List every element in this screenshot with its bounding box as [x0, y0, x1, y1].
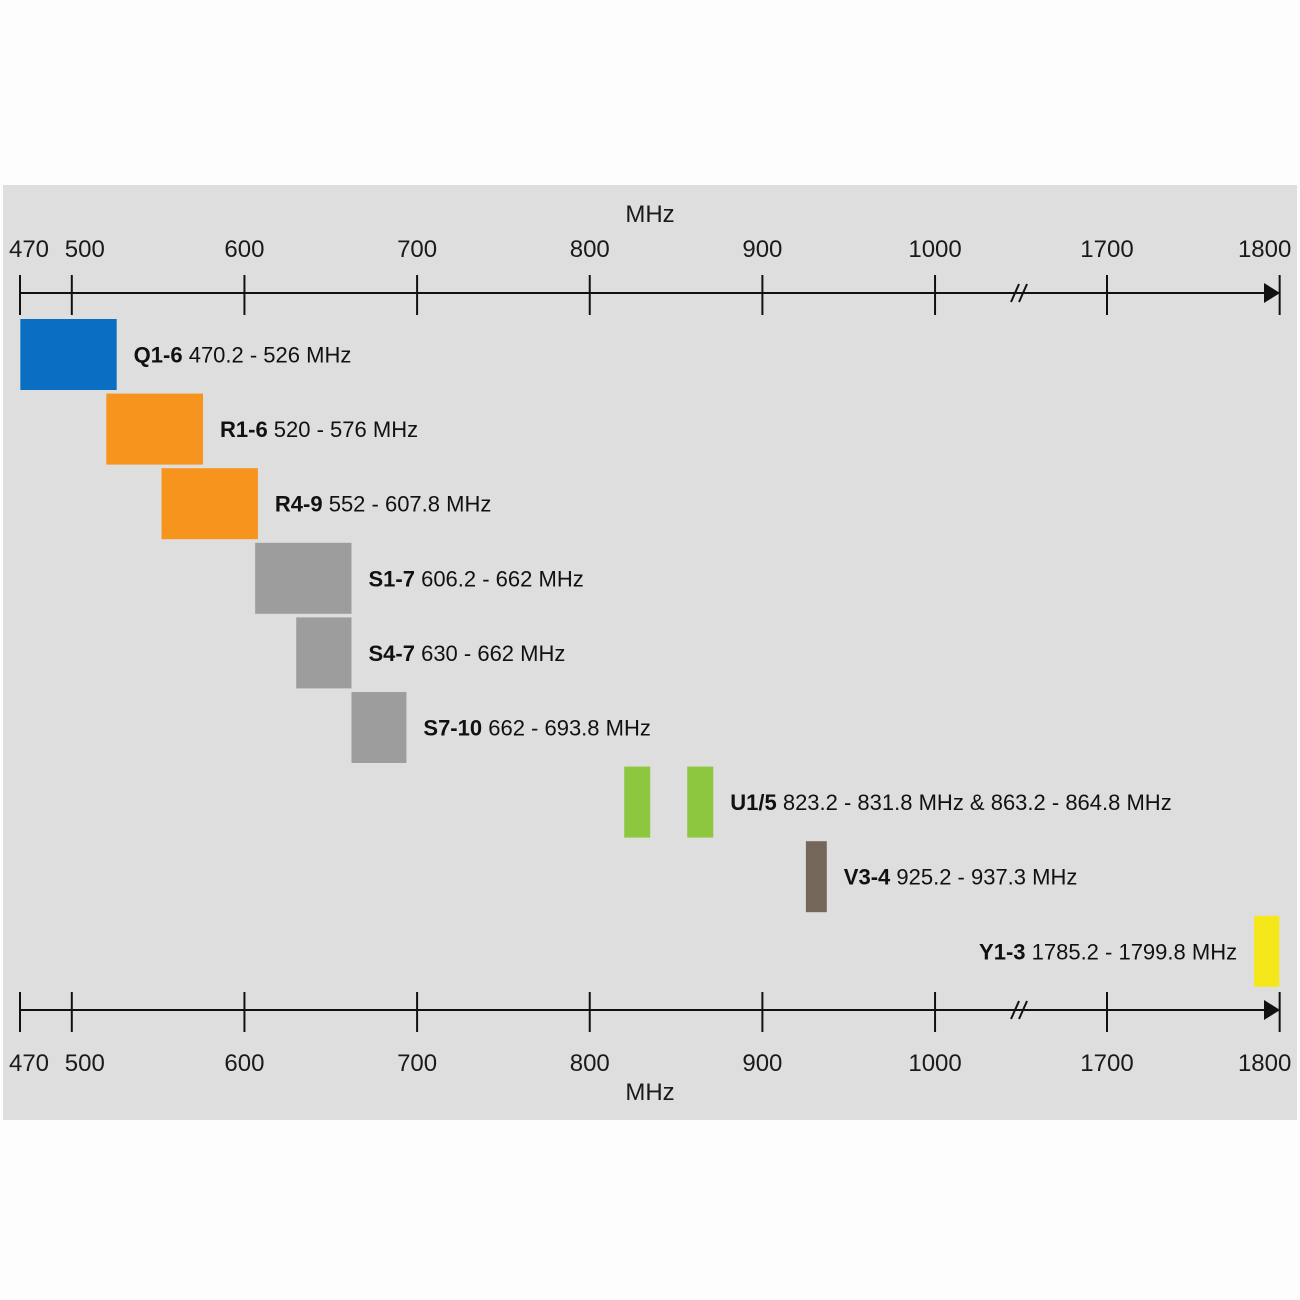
band-range: 630 - 662 MHz: [421, 641, 565, 666]
band-u1-5: U1/5 823.2 - 831.8 MHz & 863.2 - 864.8 M…: [624, 766, 1172, 838]
tick-label-top: 700: [397, 236, 437, 263]
band-r4-9: R4-9 552 - 607.8 MHz: [161, 468, 491, 540]
tick-label-top: 600: [224, 236, 264, 263]
band-bar: [296, 617, 352, 689]
tick-label-bottom: 900: [742, 1050, 782, 1077]
band-range: 470.2 - 526 MHz: [189, 343, 352, 368]
axis-arrow-top: [1264, 283, 1280, 303]
tick-label-top: 500: [65, 236, 105, 263]
axis-arrow-bottom: [1264, 1000, 1280, 1020]
band-label: V3-4 925.2 - 937.3 MHz: [844, 865, 1078, 890]
tick-label-top: 1800: [1238, 236, 1291, 263]
band-label: U1/5 823.2 - 831.8 MHz & 863.2 - 864.8 M…: [730, 790, 1171, 815]
axis-title-top: MHz: [625, 201, 674, 228]
band-y1-3: Y1-3 1785.2 - 1799.8 MHz: [979, 915, 1280, 987]
band-bar: [20, 319, 117, 390]
tick-label-bottom: 600: [224, 1050, 264, 1077]
band-bar: [161, 468, 258, 540]
band-name: V3-4: [844, 865, 897, 890]
band-bar: [255, 542, 352, 614]
tick-label-top: 470: [9, 236, 49, 263]
band-name: Y1-3: [979, 939, 1032, 964]
tick-label-top: 1700: [1080, 236, 1133, 263]
band-s1-7: S1-7 606.2 - 662 MHz: [255, 542, 584, 614]
tick-label-bottom: 500: [65, 1050, 105, 1077]
band-range: 552 - 607.8 MHz: [329, 492, 492, 517]
band-name: U1/5: [730, 790, 783, 815]
axis-break-bottom: [1010, 1000, 1028, 1020]
band-bar: [1254, 915, 1280, 987]
band-name: S4-7: [368, 641, 421, 666]
tick-label-top: 1000: [908, 236, 961, 263]
axis-title-bottom: MHz: [625, 1079, 674, 1106]
tick-label-bottom: 470: [9, 1050, 49, 1077]
band-v3-4: V3-4 925.2 - 937.3 MHz: [805, 841, 1078, 913]
tick-label-bottom: 1700: [1080, 1050, 1133, 1077]
band-label: S4-7 630 - 662 MHz: [368, 641, 565, 666]
band-s7-10: S7-10 662 - 693.8 MHz: [351, 692, 651, 763]
band-q1-6: Q1-6 470.2 - 526 MHz: [20, 319, 351, 390]
band-range: 520 - 576 MHz: [274, 417, 418, 442]
tick-label-bottom: 1800: [1238, 1050, 1291, 1077]
tick-label-top: 800: [570, 236, 610, 263]
band-label: S7-10 662 - 693.8 MHz: [423, 716, 650, 741]
band-range: 606.2 - 662 MHz: [421, 566, 584, 591]
band-range: 925.2 - 937.3 MHz: [896, 865, 1077, 890]
band-r1-6: R1-6 520 - 576 MHz: [106, 393, 418, 465]
band-label: S1-7 606.2 - 662 MHz: [368, 566, 583, 591]
band-label: Q1-6 470.2 - 526 MHz: [134, 343, 352, 368]
tick-label-bottom: 800: [570, 1050, 610, 1077]
band-range: 662 - 693.8 MHz: [488, 716, 651, 741]
band-bar: [805, 841, 827, 913]
band-label: R4-9 552 - 607.8 MHz: [275, 492, 491, 517]
band-bar: [351, 692, 407, 763]
band-label: Y1-3 1785.2 - 1799.8 MHz: [979, 939, 1237, 964]
band-bar: [624, 766, 651, 838]
tick-label-bottom: 1000: [908, 1050, 961, 1077]
band-s4-7: S4-7 630 - 662 MHz: [296, 617, 565, 689]
tick-label-bottom: 700: [397, 1050, 437, 1077]
chart-panel: [3, 185, 1297, 1120]
band-range: 1785.2 - 1799.8 MHz: [1032, 939, 1237, 964]
tick-label-top: 900: [742, 236, 782, 263]
band-bar: [106, 393, 204, 465]
band-name: S7-10: [423, 716, 488, 741]
axis-break-top: [1010, 283, 1028, 303]
band-name: R1-6: [220, 417, 274, 442]
band-label: R1-6 520 - 576 MHz: [220, 417, 418, 442]
band-range: 823.2 - 831.8 MHz & 863.2 - 864.8 MHz: [783, 790, 1172, 815]
band-name: Q1-6: [134, 343, 189, 368]
band-bar: [687, 766, 714, 838]
band-name: R4-9: [275, 492, 329, 517]
band-name: S1-7: [368, 566, 421, 591]
